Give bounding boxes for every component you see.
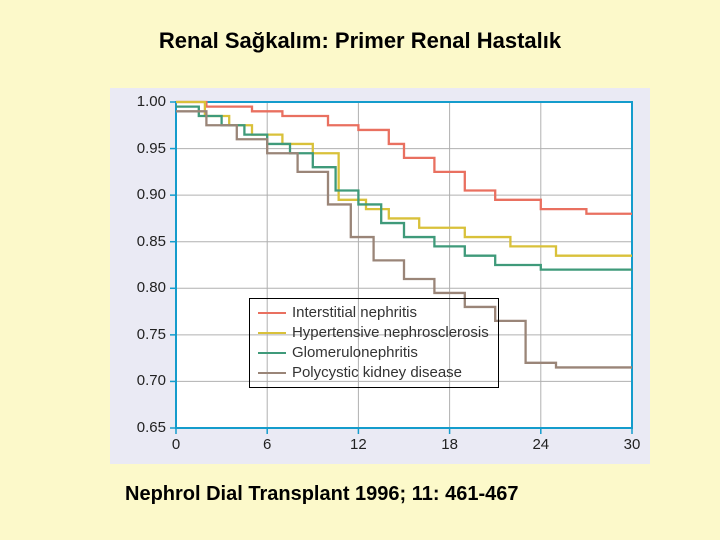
slide: Renal Sağkalım: Primer Renal Hastalık Re… [0, 0, 720, 540]
x-tick-label: 24 [531, 436, 551, 453]
y-tick-label: 0.90 [137, 186, 166, 203]
legend: Interstitial nephritis Hypertensive nephr… [249, 298, 499, 388]
legend-swatch [258, 352, 286, 354]
chart-svg [110, 88, 650, 464]
y-axis-label-outer: Renal Sağkalım [34, 0, 74, 100]
y-tick-label: 0.65 [137, 419, 166, 436]
citation: Nephrol Dial Transplant 1996; 11: 461-46… [125, 483, 519, 506]
legend-item: Hypertensive nephrosclerosis [258, 323, 490, 343]
x-tick-label: 12 [348, 436, 368, 453]
legend-label: Interstitial nephritis [292, 304, 417, 321]
x-tick-label: 6 [257, 436, 277, 453]
y-tick-label: 1.00 [137, 93, 166, 110]
y-tick-label: 0.95 [137, 140, 166, 157]
legend-label: Glomerulonephritis [292, 344, 418, 361]
legend-swatch [258, 332, 286, 334]
y-tick-label: 0.85 [137, 233, 166, 250]
legend-swatch [258, 312, 286, 314]
x-tick-label: 0 [166, 436, 186, 453]
legend-swatch [258, 372, 286, 374]
y-tick-label: 0.70 [137, 372, 166, 389]
legend-item: Interstitial nephritis [258, 303, 490, 323]
slide-title: Renal Sağkalım: Primer Renal Hastalık [0, 28, 720, 54]
legend-label: Hypertensive nephrosclerosis [292, 324, 489, 341]
survival-chart: 0.65 0.70 0.75 0.80 0.85 0.90 0.95 1.00 0 6 12 18 24… [110, 88, 650, 464]
legend-item: Glomerulonephritis [258, 343, 490, 363]
legend-item: Polycystic kidney disease [258, 363, 490, 383]
legend-label: Polycystic kidney disease [292, 364, 462, 381]
x-tick-label: 30 [622, 436, 642, 453]
x-tick-label: 18 [440, 436, 460, 453]
y-tick-label: 0.80 [137, 279, 166, 296]
y-tick-label: 0.75 [137, 326, 166, 343]
